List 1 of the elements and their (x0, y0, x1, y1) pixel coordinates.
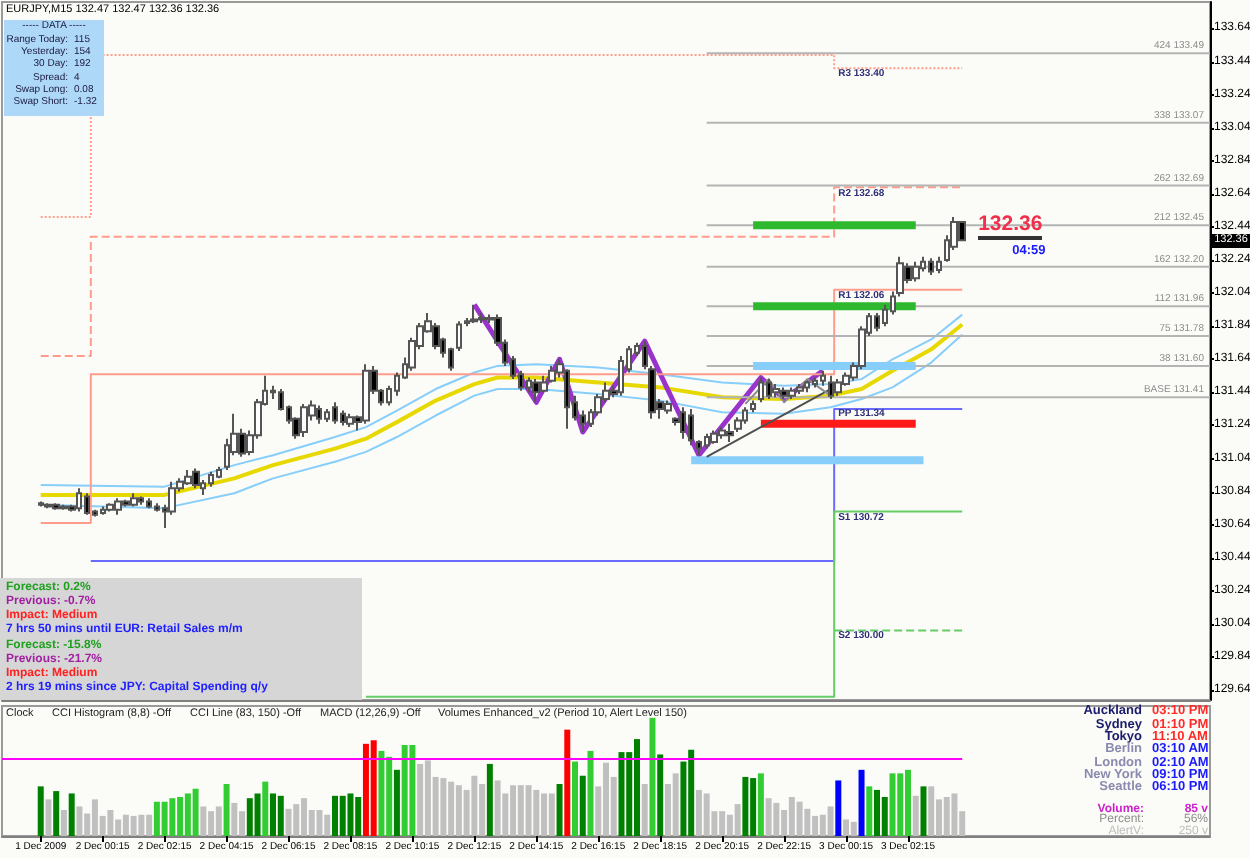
annotation: 132.36 (978, 212, 1043, 241)
